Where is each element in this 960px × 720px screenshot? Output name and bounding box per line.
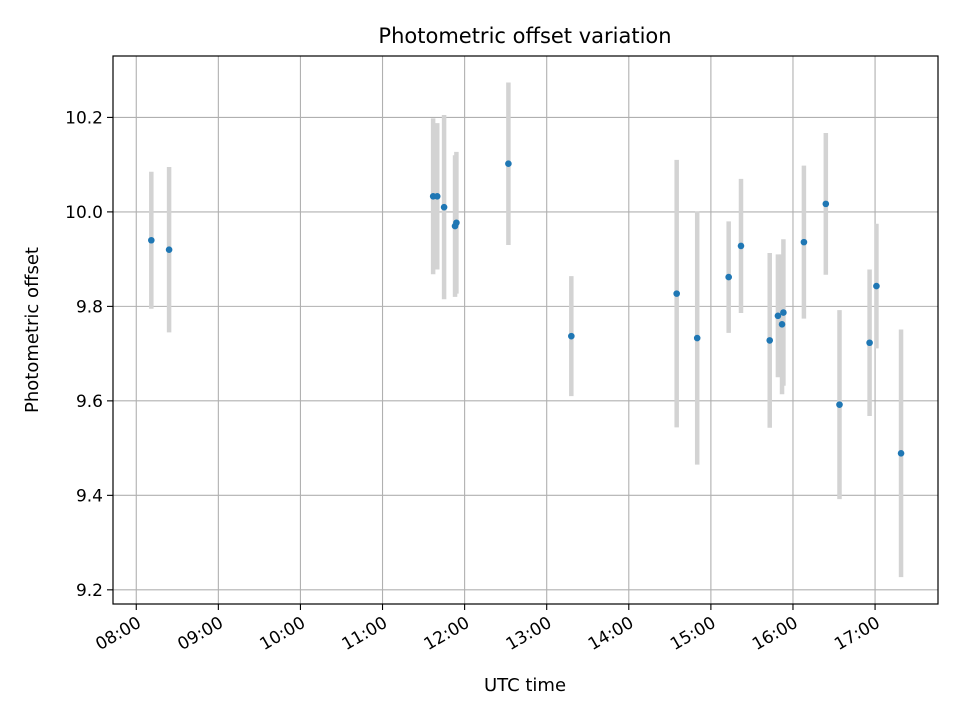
data-points (148, 160, 905, 457)
data-point (822, 200, 830, 208)
data-point (673, 290, 680, 297)
data-point (693, 334, 701, 342)
data-point (453, 219, 460, 227)
data-point (766, 337, 774, 344)
plot-frame (112, 55, 939, 605)
y-tick-label: 10.2 (65, 108, 103, 128)
data-point (774, 312, 782, 320)
y-tick-label: 9.8 (76, 297, 103, 317)
data-point (148, 236, 155, 244)
data-point (836, 401, 843, 408)
y-tick-label: 9.2 (76, 581, 103, 601)
data-point (866, 339, 873, 347)
y-tick-label: 9.4 (76, 486, 103, 506)
y-tick-label: 9.6 (76, 392, 103, 412)
data-point (897, 450, 905, 457)
data-point (873, 282, 880, 290)
data-point (780, 309, 787, 316)
data-point (800, 238, 808, 246)
grid-lines (113, 56, 938, 604)
data-point (505, 160, 512, 168)
data-point (568, 332, 575, 340)
data-point (737, 242, 745, 250)
data-point (778, 321, 786, 328)
data-point (433, 193, 441, 200)
data-point (165, 246, 173, 253)
chart-title: Photometric offset variation (378, 24, 671, 48)
y-axis-label: Photometric offset (22, 247, 43, 413)
data-point (440, 203, 448, 211)
y-tick-label: 10.0 (65, 203, 103, 223)
x-axis-label: UTC time (484, 675, 566, 696)
data-point (725, 273, 732, 281)
y-axis-ticks: 9.2 9.4 9.6 9.8 10.0 10.2 (65, 108, 113, 601)
